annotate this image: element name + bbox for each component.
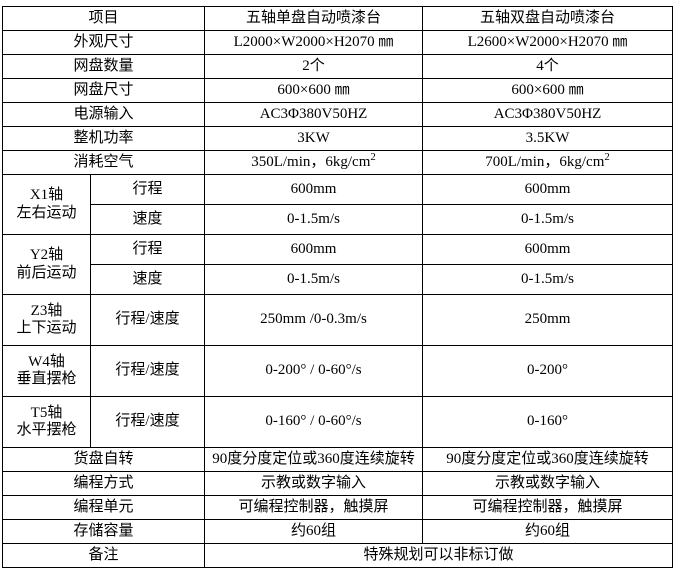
- row-value-model-1: 250mm /0-0.3m/s: [204, 294, 424, 346]
- axis-name-line-2: 上下运动: [16, 320, 77, 336]
- table-row: 整机功率 3KW 3.5KW: [1, 126, 674, 151]
- row-value-model-1: 600mm: [204, 174, 424, 205]
- axis-sub-label: 行程/速度: [89, 396, 206, 448]
- table-row: 速度 0-1.5m/s 0-1.5m/s: [3, 264, 674, 295]
- row-value-model-2: 600×600 ㎜: [422, 78, 674, 103]
- row-label: 备注: [1, 543, 206, 568]
- axis-name-line-1: T5轴: [30, 404, 63, 421]
- table-row: 速度 0-1.5m/s 0-1.5m/s: [3, 204, 674, 235]
- table-row: 编程方式 示教或数字输入 示教或数字输入: [1, 471, 674, 496]
- row-label: 网盘尺寸: [1, 78, 206, 103]
- air-consumption-sup-1: 2: [370, 150, 376, 163]
- axis-name-line-2: 水平摆枪: [16, 422, 77, 438]
- axis-sub-label: 速度: [89, 204, 206, 235]
- air-consumption-sup-2: 2: [604, 150, 610, 163]
- axis-sub-label: 行程/速度: [89, 294, 206, 346]
- axis-label-t5: T5轴 水平摆枪: [2, 396, 91, 448]
- axis-name-line-1: X1轴: [29, 187, 64, 204]
- row-value-model-2: 600mm: [422, 174, 674, 205]
- note-value: 特殊规划可以非标订做: [204, 543, 674, 568]
- axis-label-z3: Z3轴 上下运动: [2, 294, 91, 346]
- row-value-model-2: 250mm: [422, 294, 674, 346]
- axis-sub-label: 速度: [89, 264, 206, 295]
- axis-name-line-2: 垂直摆枪: [16, 371, 77, 387]
- axis-name-line-2: 前后运动: [16, 264, 77, 281]
- air-consumption-text-2: 700L/min，6kg/cm: [485, 153, 605, 170]
- row-value-model-2: 3.5KW: [422, 126, 674, 151]
- row-value-model-2: 4个: [422, 54, 674, 79]
- row-label: 网盘数量: [1, 54, 206, 79]
- row-value-model-2: 0-160°: [422, 396, 674, 448]
- table-row: 消耗空气 350L/min，6kg/cm2 700L/min，6kg/cm2: [1, 150, 674, 175]
- row-label: 编程单元: [1, 495, 206, 520]
- row-value-model-2: 约60组: [422, 519, 674, 544]
- row-value-model-1: 2个: [204, 54, 424, 79]
- table-row: Y2轴 前后运动 行程 600mm 600mm: [2, 234, 674, 295]
- axis-name-line-1: W4轴: [28, 353, 65, 370]
- table-row: 编程单元 可编程控制器，触摸屏 可编程控制器，触摸屏: [1, 495, 674, 520]
- row-value-model-1: 350L/min，6kg/cm2: [204, 150, 424, 175]
- table-row: T5轴 水平摆枪 行程/速度 0-160° / 0-60°/s 0-160°: [2, 396, 674, 448]
- table-row: 货盘自转 90度分度定位或360度连续旋转 90度分度定位或360度连续旋转: [1, 447, 674, 472]
- row-label: 整机功率: [1, 126, 206, 151]
- table-row-note: 备注 特殊规划可以非标订做: [1, 543, 674, 568]
- row-value-model-2: 0-1.5m/s: [422, 204, 674, 235]
- row-label: 存储容量: [1, 519, 206, 544]
- specification-table: 项目 五轴单盘自动喷漆台 五轴双盘自动喷漆台 外观尺寸 L2000×W2000×…: [1, 6, 674, 568]
- table-row: W4轴 垂直摆枪 行程/速度 0-200° / 0-60°/s 0-200°: [2, 345, 674, 397]
- row-value-model-1: 可编程控制器，触摸屏: [204, 495, 424, 520]
- row-label: 货盘自转: [1, 447, 206, 472]
- row-value-model-1: 3KW: [204, 126, 424, 151]
- header-cell-model-2: 五轴双盘自动喷漆台: [422, 6, 674, 31]
- table-row: 存储容量 约60组 约60组: [1, 519, 674, 544]
- row-value-model-1: L2000×W2000×H2070 ㎜: [204, 30, 424, 55]
- row-label: 电源输入: [1, 102, 206, 127]
- row-value-model-1: 0-160° / 0-60°/s: [204, 396, 424, 448]
- row-value-model-2: L2600×W2000×H2070 ㎜: [422, 30, 674, 55]
- axis-sub-label: 行程: [89, 174, 206, 205]
- table-row: X1轴 左右运动 行程 600mm 600mm: [2, 174, 674, 235]
- row-value-model-2: 90度分度定位或360度连续旋转: [422, 447, 674, 472]
- table-row: 网盘尺寸 600×600 ㎜ 600×600 ㎜: [1, 78, 674, 103]
- axis-label-x1: X1轴 左右运动: [2, 174, 91, 235]
- axis-label-y2: Y2轴 前后运动: [2, 234, 91, 295]
- axis-label-w4: W4轴 垂直摆枪: [2, 345, 91, 397]
- table-row: Z3轴 上下运动 行程/速度 250mm /0-0.3m/s 250mm: [2, 294, 674, 346]
- axis-name-line-2: 左右运动: [16, 204, 77, 221]
- row-label: 外观尺寸: [1, 30, 206, 55]
- row-label: 编程方式: [1, 471, 206, 496]
- row-value-model-1: 0-200° / 0-60°/s: [204, 345, 424, 397]
- axis-name-line-1: Y2轴: [29, 247, 64, 264]
- spec-table-container: 项目 五轴单盘自动喷漆台 五轴双盘自动喷漆台 外观尺寸 L2000×W2000×…: [1, 6, 674, 568]
- row-value-model-1: 约60组: [204, 519, 424, 544]
- table-header-row: 项目 五轴单盘自动喷漆台 五轴双盘自动喷漆台: [1, 6, 674, 31]
- row-value-model-1: 0-1.5m/s: [204, 204, 424, 235]
- row-value-model-1: 示教或数字输入: [204, 471, 424, 496]
- row-value-model-2: 可编程控制器，触摸屏: [422, 495, 674, 520]
- row-value-model-2: AC3Φ380V50HZ: [422, 102, 674, 127]
- air-consumption-text-1: 350L/min，6kg/cm: [251, 153, 371, 170]
- table-row: 网盘数量 2个 4个: [1, 54, 674, 79]
- table-row: 电源输入 AC3Φ380V50HZ AC3Φ380V50HZ: [1, 102, 674, 127]
- axis-sub-label: 行程/速度: [89, 345, 206, 397]
- row-value-model-1: 90度分度定位或360度连续旋转: [204, 447, 424, 472]
- axis-sub-label: 行程: [89, 234, 206, 265]
- row-value-model-2: 700L/min，6kg/cm2: [422, 150, 674, 175]
- row-value-model-1: 600×600 ㎜: [204, 78, 424, 103]
- header-cell-model-1: 五轴单盘自动喷漆台: [204, 6, 424, 31]
- axis-name-line-1: Z3轴: [30, 302, 63, 319]
- table-row: 外观尺寸 L2000×W2000×H2070 ㎜ L2600×W2000×H20…: [1, 30, 674, 55]
- row-value-model-1: 600mm: [204, 234, 424, 265]
- row-value-model-2: 示教或数字输入: [422, 471, 674, 496]
- header-cell-item: 项目: [1, 6, 206, 31]
- row-value-model-2: 0-1.5m/s: [422, 264, 674, 295]
- row-value-model-1: 0-1.5m/s: [204, 264, 424, 295]
- row-value-model-2: 0-200°: [422, 345, 674, 397]
- row-value-model-2: 600mm: [422, 234, 674, 265]
- row-value-model-1: AC3Φ380V50HZ: [204, 102, 424, 127]
- row-label: 消耗空气: [1, 150, 206, 175]
